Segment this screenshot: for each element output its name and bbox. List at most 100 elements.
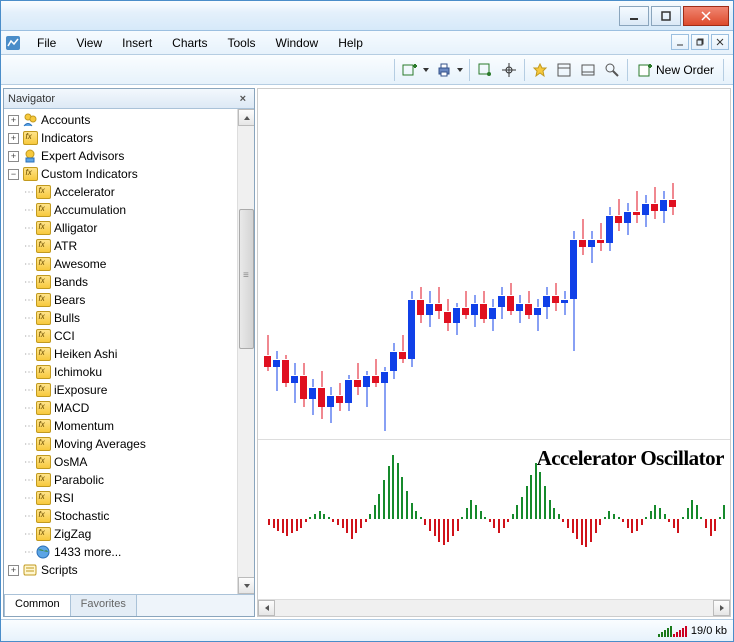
close-button[interactable]	[683, 6, 729, 26]
navigator-close-button[interactable]: ×	[236, 93, 250, 105]
menu-insert[interactable]: Insert	[112, 33, 162, 53]
maximize-button[interactable]	[651, 6, 681, 26]
oscillator-bar	[645, 517, 647, 520]
add-indicator-button[interactable]	[398, 58, 422, 82]
strategy-tester-button[interactable]	[600, 58, 624, 82]
tab-common[interactable]: Common	[4, 594, 71, 616]
oscillator-bar	[351, 519, 353, 539]
oscillator-bar	[342, 519, 344, 527]
favorite-button[interactable]	[528, 58, 552, 82]
scroll-thumb[interactable]	[239, 209, 254, 349]
fx-icon	[35, 436, 51, 452]
crosshair-button[interactable]	[497, 58, 521, 82]
tree-indicator-atr[interactable]: ⋯ ATR	[4, 237, 237, 255]
oscillator-bar	[687, 508, 689, 519]
scroll-right-button[interactable]	[713, 600, 730, 616]
tree-toggle-icon[interactable]: +	[8, 565, 19, 576]
oscillator-bar	[328, 517, 330, 520]
terminal-button[interactable]	[576, 58, 600, 82]
tree-indicator-bulls[interactable]: ⋯Bulls	[4, 309, 237, 327]
chart-oscillator[interactable]: Accelerator Oscillator	[258, 439, 730, 599]
tree-indicator-osma[interactable]: ⋯OsMA	[4, 453, 237, 471]
candle	[381, 89, 388, 439]
menu-help[interactable]: Help	[328, 33, 373, 53]
tree-branch-icon: ⋯	[24, 241, 33, 252]
fx-icon	[35, 346, 51, 362]
oscillator-bar	[650, 511, 652, 519]
mdi-minimize-button[interactable]	[671, 34, 689, 50]
tree-toggle-icon[interactable]: +	[8, 151, 19, 162]
tree-custom-indicators[interactable]: −Custom Indicators	[4, 165, 237, 183]
tree-indicator-accelerator[interactable]: ⋯Accelerator	[4, 183, 237, 201]
oscillator-bar	[388, 466, 390, 519]
tree-indicator-stochastic[interactable]: ⋯Stochastic	[4, 507, 237, 525]
tree-indicator-awesome[interactable]: ⋯Awesome	[4, 255, 237, 273]
candle	[336, 89, 343, 439]
tree-toggle-icon[interactable]: −	[8, 169, 19, 180]
tree-branch-icon: ⋯	[24, 529, 33, 540]
tree-indicator-momentum[interactable]: ⋯Momentum	[4, 417, 237, 435]
tree-indicator-zigzag[interactable]: ⋯ZigZag	[4, 525, 237, 543]
tree-indicator-iexposure[interactable]: ⋯iExposure	[4, 381, 237, 399]
dropdown-arrow-icon	[457, 68, 463, 72]
tree-indicator-ichimoku[interactable]: ⋯Ichimoku	[4, 363, 237, 381]
object-select-button[interactable]	[473, 58, 497, 82]
tree-branch-icon: ⋯	[24, 277, 33, 288]
tree-indicator-macd[interactable]: ⋯MACD	[4, 399, 237, 417]
navigator-scrollbar[interactable]	[237, 109, 254, 594]
tree-branch-icon: ⋯	[24, 403, 33, 414]
globe-icon	[35, 544, 51, 560]
tree-indicators[interactable]: +Indicators	[4, 129, 237, 147]
tree-indicator-moving-averages[interactable]: ⋯Moving Averages	[4, 435, 237, 453]
tree-indicator-parabolic[interactable]: ⋯Parabolic	[4, 471, 237, 489]
minimize-button[interactable]	[619, 6, 649, 26]
tree-indicator-accumulation[interactable]: ⋯Accumulation	[4, 201, 237, 219]
fx-icon	[35, 382, 51, 398]
data-window-button[interactable]	[552, 58, 576, 82]
menu-tools[interactable]: Tools	[218, 33, 266, 53]
tree-branch-icon: ⋯	[24, 457, 33, 468]
menu-view[interactable]: View	[66, 33, 112, 53]
chart-horizontal-scroll[interactable]	[258, 599, 730, 616]
scroll-up-button[interactable]	[238, 109, 254, 126]
chart-candles[interactable]	[258, 89, 730, 439]
scroll-down-button[interactable]	[238, 577, 254, 594]
tree-indicator-cci[interactable]: ⋯CCI	[4, 327, 237, 345]
tree-toggle-icon[interactable]: +	[8, 133, 19, 144]
oscillator-bar	[309, 517, 311, 520]
tree-scripts[interactable]: +Scripts	[4, 561, 237, 579]
tree-branch-icon: ⋯	[24, 205, 33, 216]
tree-indicator-alligator[interactable]: ⋯Alligator	[4, 219, 237, 237]
tree-more-indicators[interactable]: ⋯1433 more...	[4, 543, 237, 561]
oscillator-bar	[664, 514, 666, 520]
script-icon	[22, 562, 38, 578]
tree-item-label: ATR	[54, 239, 77, 253]
tree-item-label: Alligator	[54, 221, 97, 235]
oscillator-bar	[696, 505, 698, 519]
new-order-button[interactable]: New Order	[631, 58, 720, 82]
print-button[interactable]	[432, 58, 456, 82]
oscillator-bar	[282, 519, 284, 533]
tab-favorites[interactable]: Favorites	[70, 594, 137, 616]
candle	[426, 89, 433, 439]
candle	[498, 89, 505, 439]
tree-accounts[interactable]: +Accounts	[4, 111, 237, 129]
oscillator-bar	[493, 519, 495, 527]
tree-indicator-rsi[interactable]: ⋯RSI	[4, 489, 237, 507]
menu-window[interactable]: Window	[266, 33, 329, 53]
tree-toggle-icon[interactable]: +	[8, 115, 19, 126]
oscillator-bar	[401, 477, 403, 519]
tree-item-label: CCI	[54, 329, 75, 343]
menu-file[interactable]: File	[27, 33, 66, 53]
scroll-left-button[interactable]	[258, 600, 275, 616]
mdi-restore-button[interactable]	[691, 34, 709, 50]
mdi-close-button[interactable]	[711, 34, 729, 50]
tree-indicator-bands[interactable]: ⋯Bands	[4, 273, 237, 291]
menu-charts[interactable]: Charts	[162, 33, 217, 53]
oscillator-bar	[585, 519, 587, 547]
candle	[390, 89, 397, 439]
tree-indicator-bears[interactable]: ⋯Bears	[4, 291, 237, 309]
chart-area[interactable]: Accelerator Oscillator	[257, 88, 731, 617]
tree-indicator-heiken-ashi[interactable]: ⋯Heiken Ashi	[4, 345, 237, 363]
tree-expert-advisors[interactable]: +Expert Advisors	[4, 147, 237, 165]
